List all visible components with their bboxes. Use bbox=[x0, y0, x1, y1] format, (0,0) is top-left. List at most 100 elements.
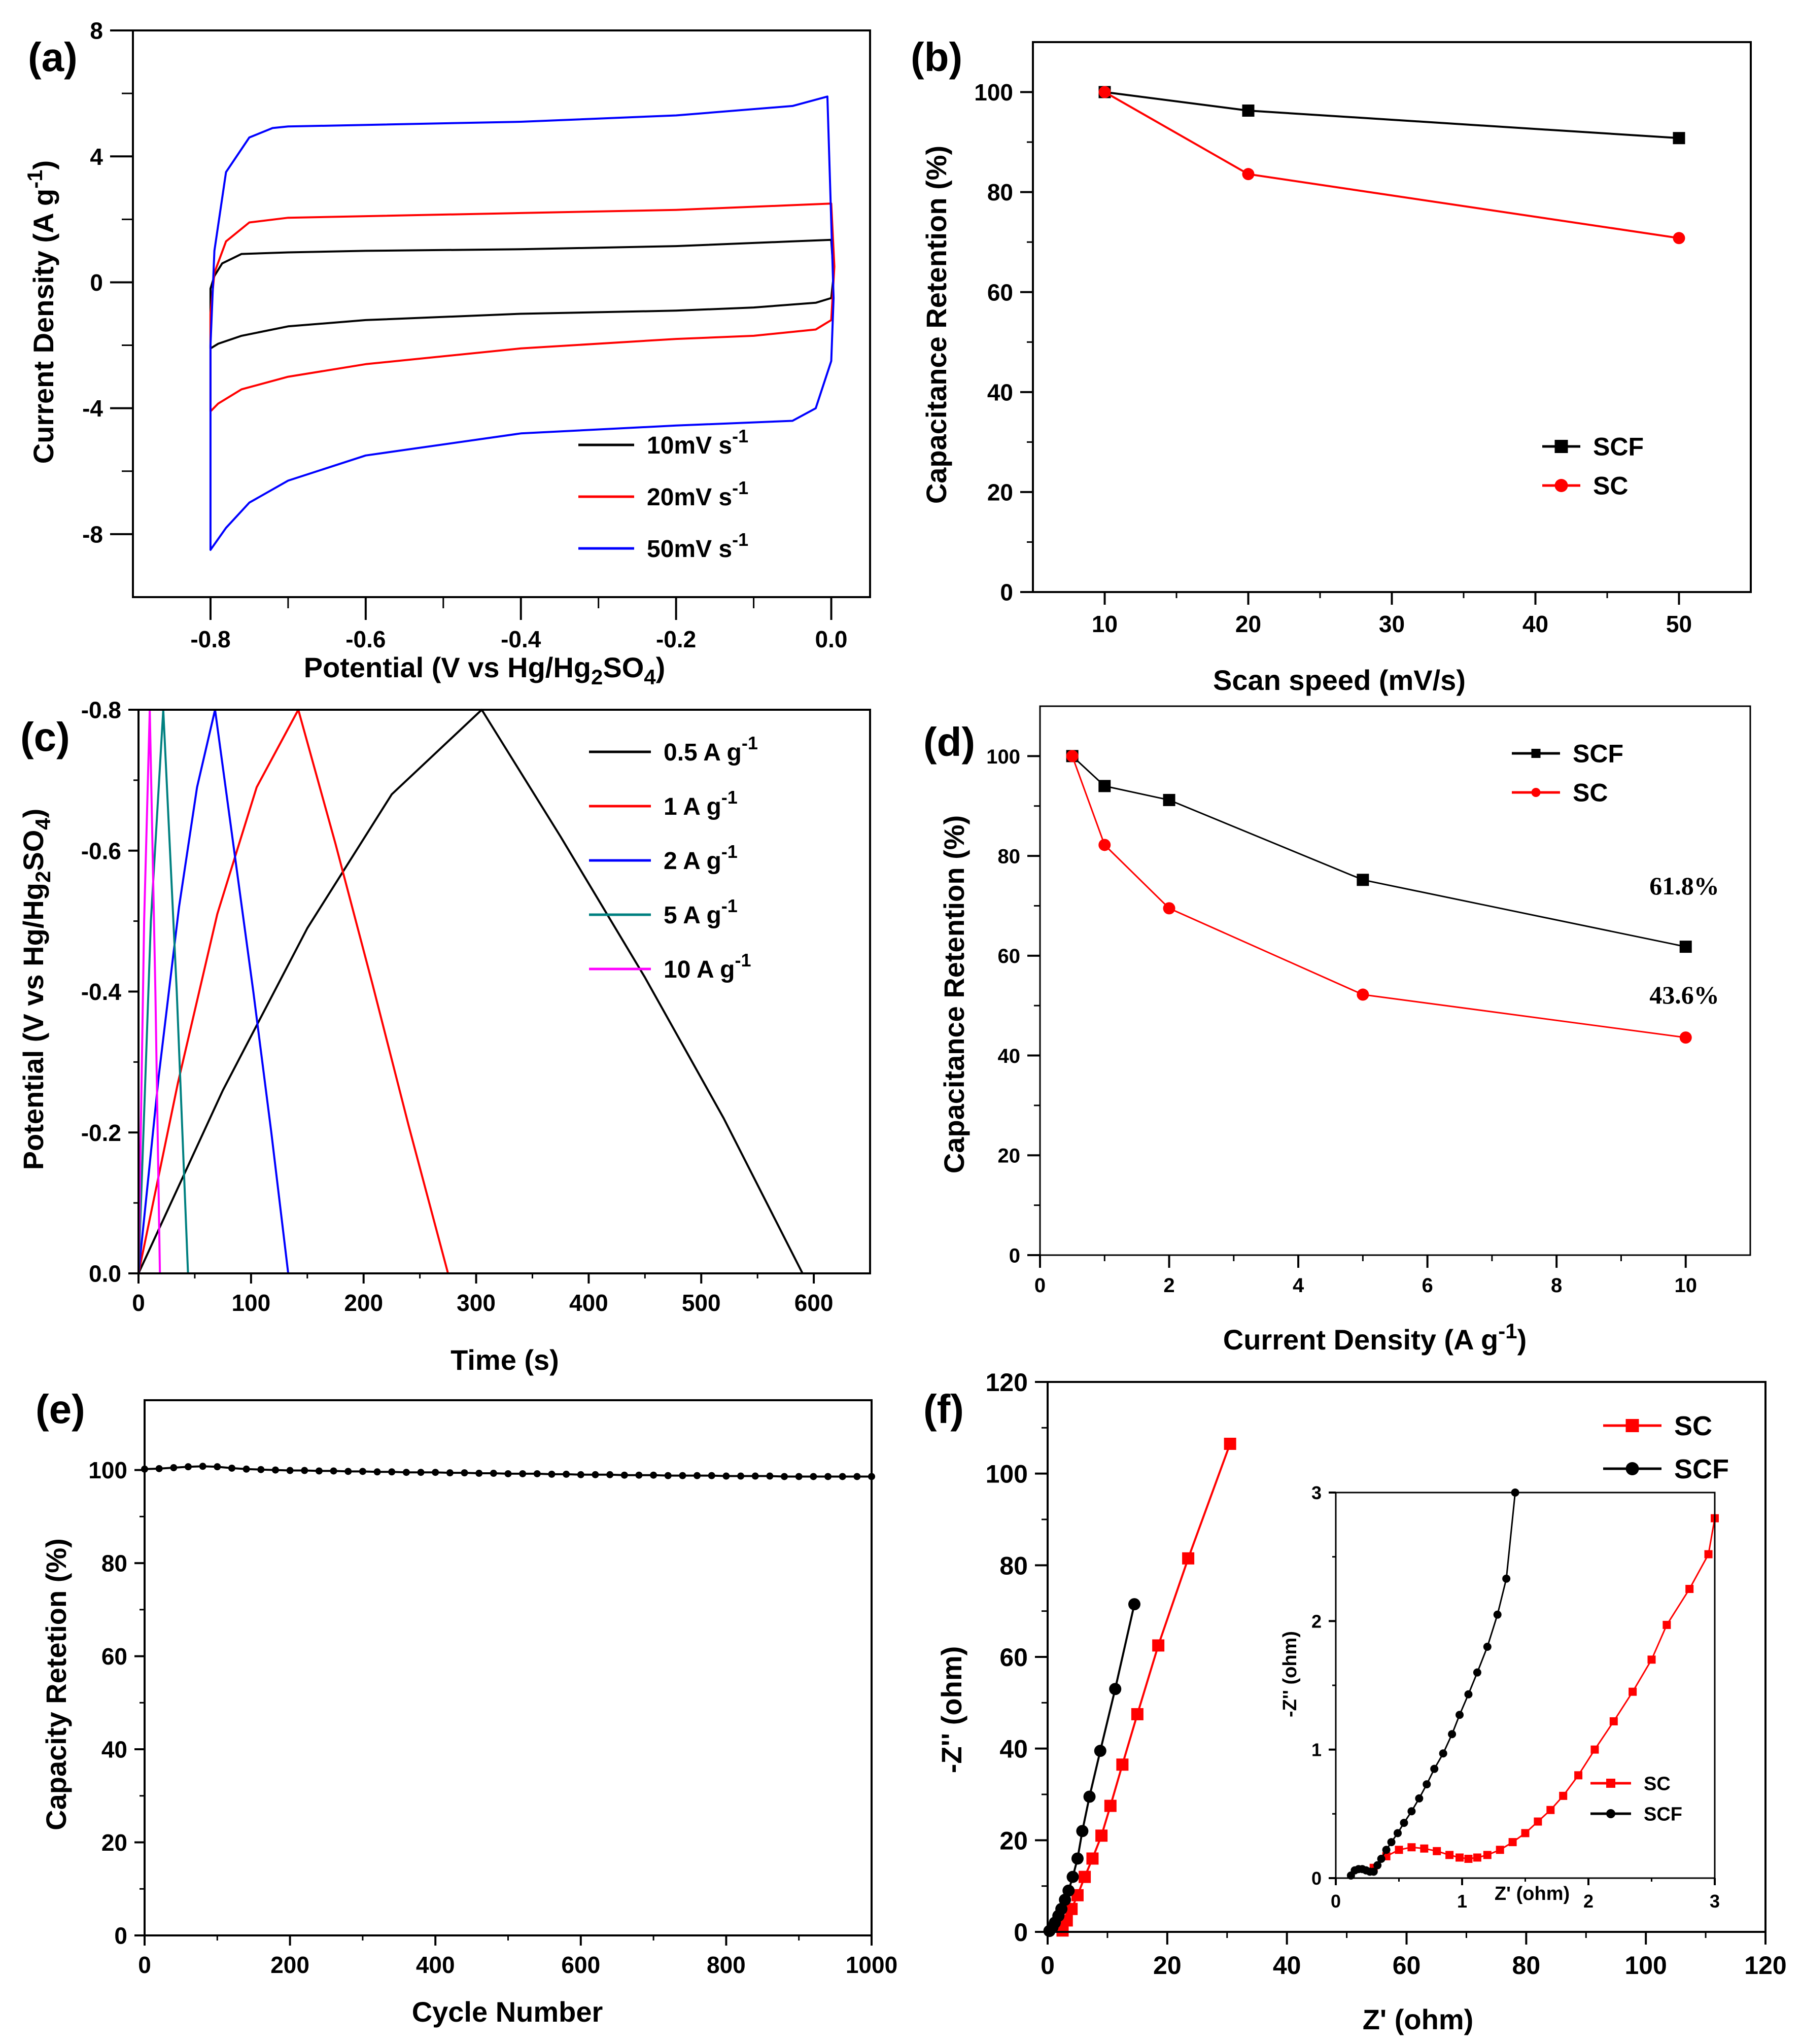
panel-f-inset-series-sc-point bbox=[1420, 1844, 1429, 1853]
panel-f-inset-xlabel: Z' (ohm) bbox=[1495, 1883, 1570, 1904]
panel-e-series-retention-point bbox=[620, 1471, 628, 1479]
panel-d-ytick-label: 80 bbox=[998, 845, 1021, 868]
panel-f-inset-series-sc-point bbox=[1534, 1817, 1542, 1826]
panel-f-inset-series-sc-point bbox=[1609, 1717, 1618, 1725]
panel-f-inset-series-sc-point bbox=[1473, 1853, 1481, 1862]
panel-a-ytick-label: 8 bbox=[90, 18, 103, 44]
panel-a-xlabel: Potential (V vs Hg/Hg2SO4) bbox=[304, 651, 666, 689]
panel-e-series-retention-point bbox=[810, 1473, 817, 1480]
panel-a-legend: 10mV s-1 20mV s-1 50mV s-1 bbox=[578, 426, 748, 563]
panel-d-series-sc-point bbox=[1357, 988, 1369, 1001]
panel-f-ytick-label: 60 bbox=[999, 1643, 1028, 1672]
panel-b-series-sc-point bbox=[1673, 232, 1685, 245]
panel-f-xtick-label: 0 bbox=[1041, 1951, 1055, 1980]
panel-e-series-retention-point bbox=[373, 1468, 381, 1476]
panel-f-inset-ytick-label: 1 bbox=[1311, 1740, 1322, 1760]
panel-b-legend-marker bbox=[1554, 479, 1568, 492]
panel-f-inset-legend-marker bbox=[1606, 1809, 1615, 1818]
panel-f-inset-series-scf-point bbox=[1400, 1819, 1408, 1827]
panel-e-label: (e) bbox=[36, 1387, 85, 1432]
panel-f-series-scf-point bbox=[1071, 1852, 1084, 1865]
panel-f-series-sc-point bbox=[1116, 1758, 1129, 1771]
panel-f-inset-series-sc-point bbox=[1647, 1655, 1656, 1664]
panel-c-xlabel: Time (s) bbox=[451, 1344, 559, 1376]
panel-f-legend-marker bbox=[1625, 1419, 1639, 1432]
panel-f-inset-xtick-label: 1 bbox=[1457, 1891, 1467, 1912]
panel-f-inset-xtick-label: 0 bbox=[1331, 1891, 1341, 1912]
panel-e-series-retention-point bbox=[155, 1465, 163, 1472]
panel-b-label: (b) bbox=[911, 34, 962, 80]
panel-f-series-scf-point bbox=[1059, 1893, 1071, 1906]
panel-f-inset-legend-label: SC bbox=[1644, 1773, 1671, 1794]
panel-e: 0 200 400 600 800 1000 0 20 40 60 80 100 (e) Cycle … bbox=[36, 1387, 897, 2028]
panel-f-legend-marker bbox=[1625, 1462, 1639, 1475]
panel-f-series-sc-point bbox=[1131, 1708, 1144, 1720]
panel-f-inset-series-sc-point bbox=[1483, 1851, 1492, 1859]
panel-e-series-retention-point bbox=[461, 1469, 468, 1477]
panel-d-series-sc-point bbox=[1098, 839, 1111, 851]
panel-f-series-scf-point bbox=[1083, 1790, 1096, 1803]
panel-c: 0.5 A g-1 1 A g-1 2 A g-1 5 A g-1 10 A g-1 0… bbox=[17, 697, 871, 1376]
panel-e-ytick-label: 20 bbox=[101, 1829, 127, 1856]
panel-d-series-sc-point bbox=[1066, 750, 1079, 763]
panel-c-xtick-label: 0 bbox=[132, 1290, 145, 1316]
panel-d-legend: SCF SC bbox=[1512, 740, 1623, 807]
panel-e-xtick-label: 600 bbox=[561, 1952, 600, 1978]
panel-e-series-retention-point bbox=[330, 1467, 337, 1475]
panel-f-inset-series-scf-point bbox=[1369, 1867, 1378, 1876]
panel-e-ylabel: Capacity Retetion (%) bbox=[40, 1538, 72, 1830]
panel-f-xtick-label: 80 bbox=[1512, 1951, 1541, 1980]
panel-f-ytick-label: 100 bbox=[986, 1460, 1028, 1488]
panel-e-series-retention-point bbox=[592, 1471, 599, 1478]
panel-f-legend-label: SC bbox=[1674, 1411, 1712, 1441]
panel-c-legend: 0.5 A g-1 1 A g-1 2 A g-1 5 A g-1 10 A g-1 bbox=[589, 733, 758, 983]
panel-e-xtick-label: 200 bbox=[270, 1952, 309, 1978]
panel-e-xlabel: Cycle Number bbox=[412, 1996, 603, 2028]
panel-e-series-retention-point bbox=[722, 1472, 730, 1480]
panel-b-xtick-label: 20 bbox=[1235, 611, 1261, 637]
panel-c-ytick-label: 0.0 bbox=[89, 1261, 121, 1287]
panel-f-inset-series-sc-point bbox=[1629, 1687, 1637, 1696]
panel-f-series-scf-point bbox=[1128, 1598, 1140, 1611]
panel-c-xtick-label: 200 bbox=[344, 1290, 383, 1316]
panel-e-series-retention-point bbox=[359, 1468, 366, 1475]
panel-f-inset-series-scf-point bbox=[1464, 1690, 1473, 1699]
panel-e-series-retention-point bbox=[199, 1463, 206, 1470]
panel-e-series-retention-point bbox=[853, 1473, 861, 1480]
panel-e-ytick-label: 100 bbox=[88, 1457, 127, 1483]
panel-e-xtick-label: 0 bbox=[138, 1952, 151, 1978]
panel-a-legend-label: 10mV s-1 bbox=[647, 426, 748, 459]
panel-b-legend-marker bbox=[1554, 440, 1568, 453]
panel-f-ytick-label: 20 bbox=[999, 1826, 1028, 1855]
panel-c-ytick-label: -0.8 bbox=[81, 697, 121, 723]
panel-d-annotation-scf: 61.8% bbox=[1649, 872, 1719, 900]
panel-e-series-retention-point bbox=[446, 1469, 454, 1477]
panel-b-xtick-label: 10 bbox=[1092, 611, 1118, 637]
panel-b-series bbox=[1098, 86, 1685, 245]
panel-b-ytick-label: 60 bbox=[987, 279, 1013, 305]
panel-a-ticks: -0.8 -0.6 -0.4 -0.2 0.0 -8 -4 0 4 8 bbox=[82, 18, 847, 652]
panel-e-series-retention-point bbox=[606, 1471, 614, 1478]
panel-c-legend-label: 1 A g-1 bbox=[664, 787, 738, 820]
panel-f-inset-series-scf-point bbox=[1430, 1764, 1439, 1773]
panel-e-xtick-label: 800 bbox=[707, 1952, 746, 1978]
panel-d-xtick-label: 4 bbox=[1293, 1274, 1304, 1297]
panel-e-series-retention-point bbox=[635, 1471, 643, 1479]
panel-f-inset-series-sc-point bbox=[1574, 1771, 1583, 1780]
panel-b: SCF SC 10 20 30 40 50 0 20 40 60 80 100 (b) Scan sp… bbox=[911, 34, 1752, 696]
panel-a-xtick-label: -0.8 bbox=[190, 626, 230, 652]
panel-c-legend-label: 2 A g-1 bbox=[664, 841, 738, 875]
panel-e-series-retention-point bbox=[795, 1473, 803, 1480]
panel-f-inset-series-scf-point bbox=[1394, 1829, 1402, 1838]
panel-f-inset-series-scf-point bbox=[1415, 1794, 1424, 1803]
panel-e-series-retention-point bbox=[402, 1469, 410, 1476]
panel-a-label: (a) bbox=[28, 34, 78, 80]
panel-f-inset-series-scf-point bbox=[1456, 1711, 1464, 1719]
panel-f-xtick-label: 120 bbox=[1744, 1951, 1786, 1980]
panel-e-series-retention-point bbox=[737, 1472, 745, 1480]
panel-e-series-retention-point bbox=[548, 1470, 556, 1478]
panel-d-annotation-sc: 43.6% bbox=[1649, 981, 1719, 1009]
